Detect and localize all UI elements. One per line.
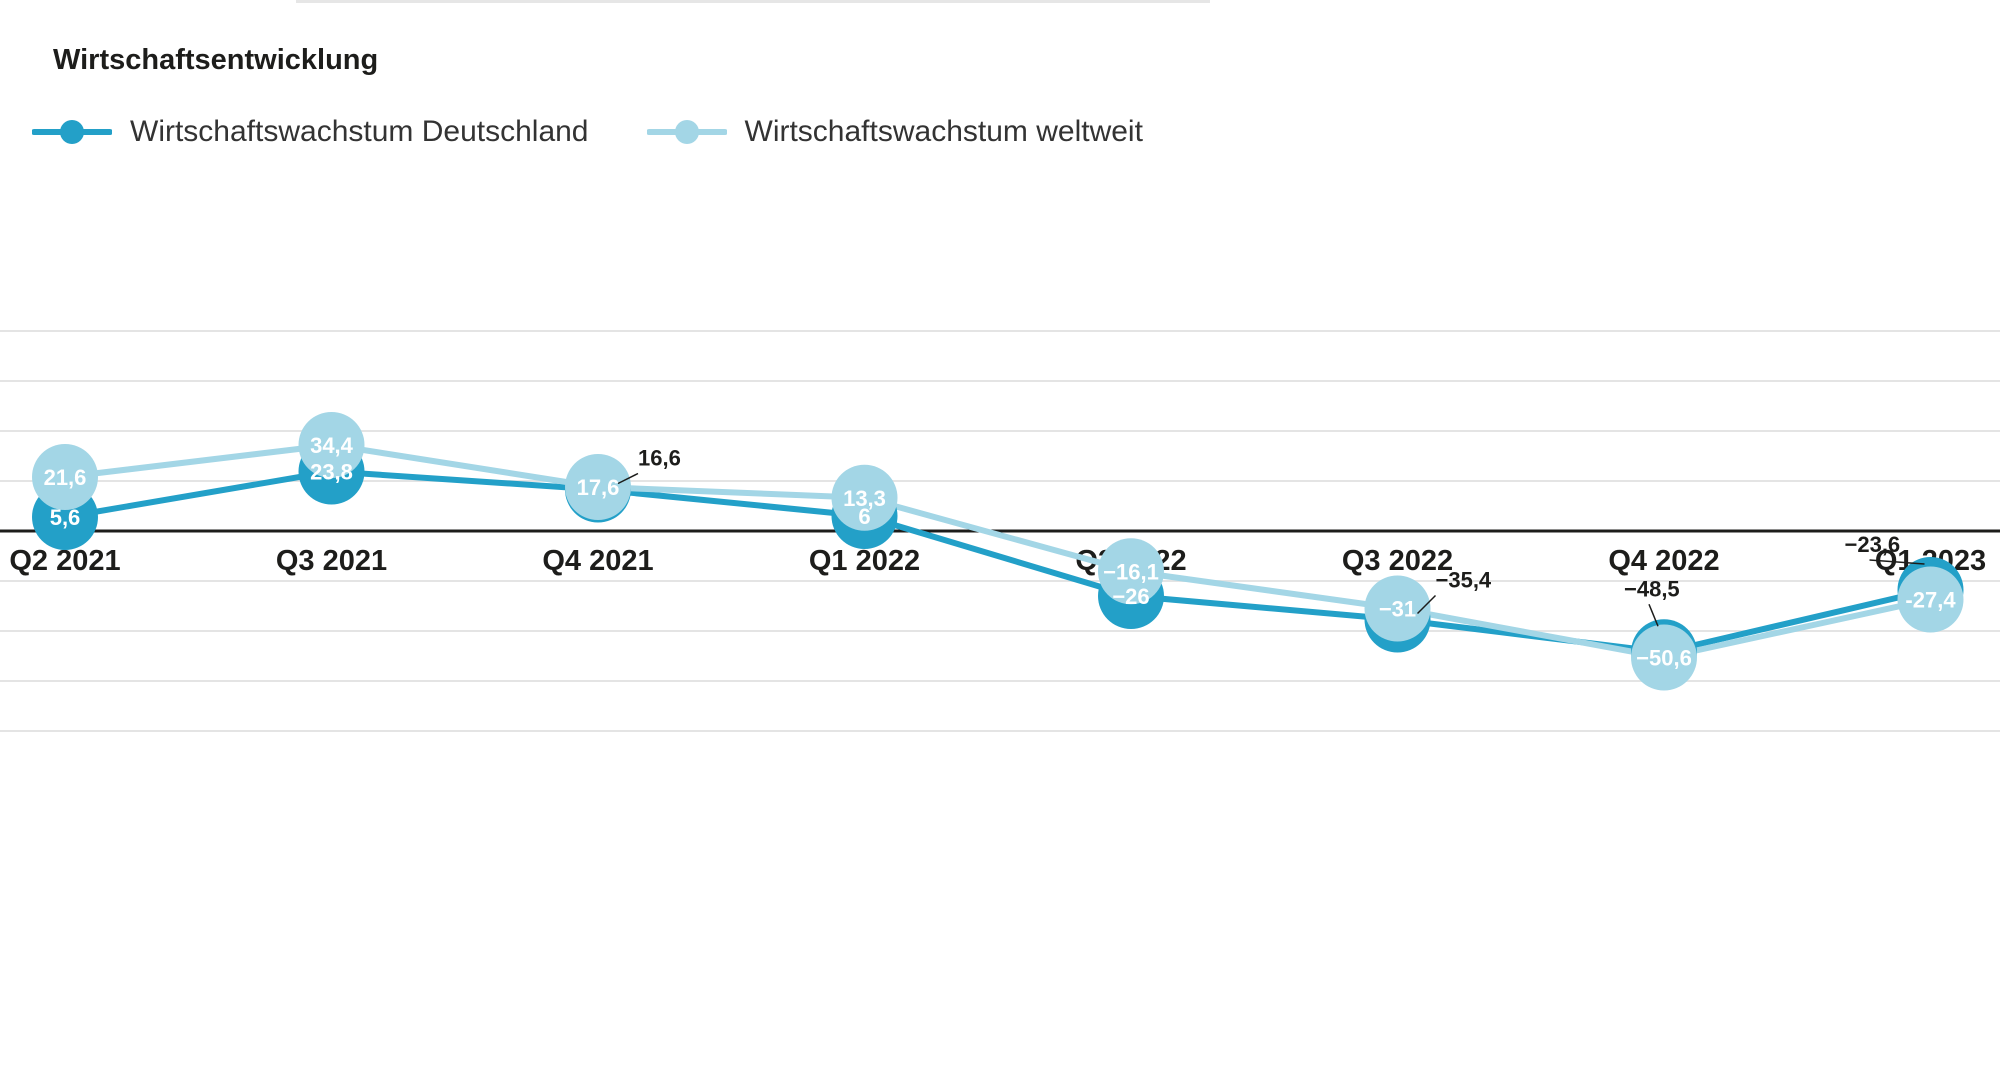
data-label: 17,6 bbox=[577, 475, 620, 500]
data-point[interactable] bbox=[32, 444, 98, 510]
data-label: 23,8 bbox=[310, 460, 353, 485]
data-point[interactable] bbox=[1364, 575, 1431, 642]
data-label: −23,6 bbox=[1845, 532, 1901, 557]
legend: Wirtschaftswachstum Deutschland Wirtscha… bbox=[32, 110, 1201, 154]
data-point[interactable] bbox=[1098, 538, 1164, 605]
data-label: 34,4 bbox=[310, 433, 354, 458]
data-point[interactable] bbox=[1631, 624, 1697, 691]
label-leader-line bbox=[617, 472, 639, 485]
label-leader-line bbox=[1869, 559, 1925, 565]
legend-label-weltweit: Wirtschaftswachstum weltweit bbox=[744, 115, 1143, 148]
data-labels: 5,6 23,8 16,6 6 −26 −35,4 −48,5 −23,6 21,6 34,4 17… bbox=[44, 433, 1957, 671]
data-label: −35,4 bbox=[1436, 568, 1492, 593]
data-label: 13,3 bbox=[843, 486, 886, 511]
x-tick-label: Q3 2022 bbox=[1342, 545, 1453, 577]
chart-title: Wirtschaftsentwicklung bbox=[53, 44, 379, 76]
legend-item-weltweit[interactable]: Wirtschaftswachstum weltweit bbox=[646, 112, 1143, 152]
legend-item-deutschland[interactable]: Wirtschaftswachstum Deutschland bbox=[32, 112, 589, 152]
legend-label-deutschland: Wirtschaftswachstum Deutschland bbox=[130, 115, 589, 148]
data-label: 5,6 bbox=[50, 505, 81, 530]
data-label: −50,6 bbox=[1636, 646, 1692, 671]
series-markers bbox=[32, 412, 1964, 691]
x-tick-label: Q4 2022 bbox=[1608, 545, 1719, 577]
label-leader-line bbox=[1648, 603, 1659, 627]
legend-swatch-deutschland bbox=[32, 120, 112, 144]
data-point[interactable] bbox=[565, 454, 631, 520]
data-label: 21,6 bbox=[44, 465, 87, 490]
data-label: −48,5 bbox=[1624, 576, 1680, 601]
series-lines bbox=[62, 442, 1934, 661]
data-label: 16,6 bbox=[638, 446, 681, 471]
x-tick-label: Q1 2022 bbox=[809, 545, 920, 577]
data-point[interactable] bbox=[1897, 566, 1964, 633]
series-line-1 bbox=[62, 442, 1934, 661]
x-tick-label: Q3 2021 bbox=[276, 545, 387, 577]
top-divider bbox=[296, 0, 1210, 3]
x-tick-label: Q4 2021 bbox=[542, 545, 653, 577]
x-tick-label: Q2 2021 bbox=[9, 545, 120, 577]
data-point[interactable] bbox=[298, 412, 365, 478]
label-leader-line bbox=[1416, 594, 1437, 615]
data-label: −16,1 bbox=[1103, 559, 1159, 584]
legend-swatch-weltweit bbox=[646, 120, 727, 144]
data-point[interactable] bbox=[831, 464, 898, 531]
data-label: -27,4 bbox=[1905, 588, 1956, 613]
data-label: 6 bbox=[858, 504, 870, 529]
data-label: −31 bbox=[1379, 597, 1416, 622]
data-label: −26 bbox=[1112, 584, 1149, 609]
